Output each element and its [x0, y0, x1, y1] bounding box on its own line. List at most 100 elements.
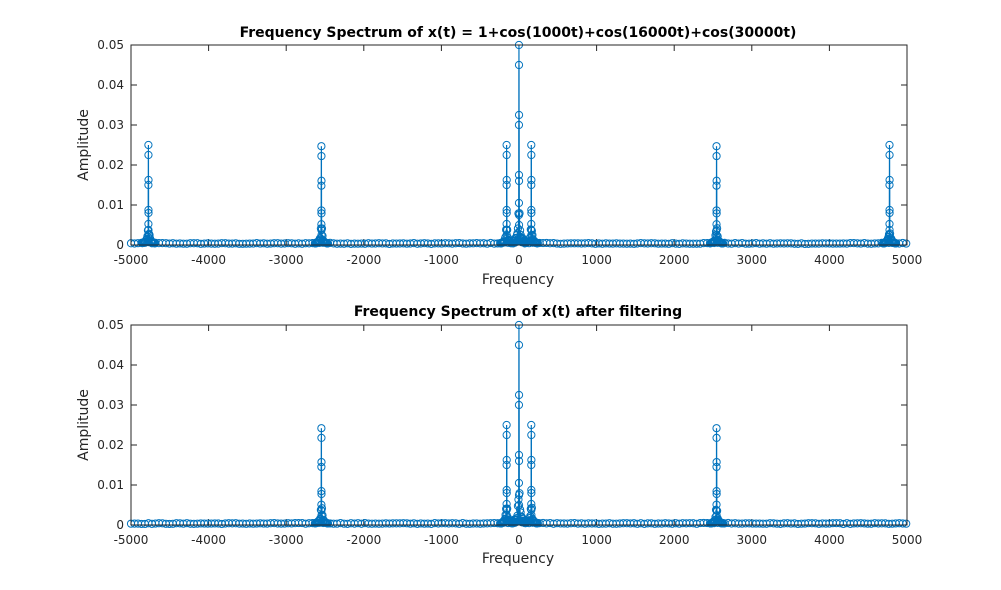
- stem-marker: [514, 120, 524, 130]
- stem-marker: [514, 495, 523, 504]
- stem-marker: [527, 208, 536, 218]
- stem-marker: [885, 208, 894, 218]
- stem-marker: [712, 209, 721, 218]
- stem-marker: [711, 505, 721, 514]
- stem-marker: [712, 511, 721, 520]
- stem-marker: [514, 198, 524, 208]
- stem-marker: [317, 181, 326, 190]
- stem-marker: [516, 508, 525, 517]
- stem-marker: [712, 500, 721, 509]
- axes-box: [130, 44, 908, 246]
- stem-marker: [317, 487, 326, 496]
- stem-marker: [514, 220, 524, 230]
- stem-marker: [317, 424, 326, 433]
- stem-marker: [712, 142, 721, 151]
- x-tick-label: 5000: [892, 253, 923, 267]
- stem-marker: [514, 176, 524, 186]
- stem-marker: [514, 60, 524, 70]
- stem-marker: [317, 142, 326, 151]
- stem-marker: [317, 462, 326, 472]
- stem-marker: [527, 430, 536, 440]
- stem-marker: [317, 226, 326, 235]
- stem-marker: [502, 488, 511, 498]
- y-axis-label: Amplitude: [76, 109, 92, 181]
- x-tick-label: 0: [515, 253, 523, 267]
- stem-marker: [514, 110, 524, 120]
- stem-marker: [514, 390, 524, 400]
- x-tick-label: 5000: [892, 533, 923, 547]
- x-tick-label: 2000: [659, 253, 690, 267]
- stem-marker: [898, 519, 907, 528]
- x-tick-label: 0: [515, 533, 523, 547]
- stem-marker: [718, 239, 728, 248]
- plot-title: Frequency Spectrum of x(t) = 1+cos(1000t…: [240, 25, 797, 41]
- stem-marker: [712, 457, 721, 467]
- y-tick-label: 0: [116, 238, 124, 252]
- stem-marker: [144, 205, 153, 215]
- x-tick-label: 2000: [659, 533, 690, 547]
- stem-marker: [527, 150, 536, 160]
- stem-marker: [502, 430, 511, 440]
- stem-marker: [514, 170, 524, 180]
- x-tick-label: 1000: [581, 533, 612, 547]
- x-tick-label: -5000: [114, 533, 149, 547]
- stem-marker: [885, 205, 894, 215]
- y-tick-label: 0.01: [97, 478, 124, 492]
- stem-marker: [144, 140, 153, 150]
- y-tick-label: 0: [116, 518, 124, 532]
- x-tick-label: -2000: [346, 533, 381, 547]
- stem-marker: [712, 176, 721, 185]
- stem-marker: [712, 487, 721, 496]
- stem-marker: [317, 220, 326, 229]
- stem-marker: [527, 180, 536, 190]
- stem-marker: [144, 225, 153, 235]
- stem-marker: [502, 225, 511, 235]
- stem-marker: [317, 231, 326, 240]
- x-tick-label: 3000: [737, 533, 768, 547]
- stem-marker: [885, 175, 894, 185]
- stem-marker: [533, 519, 542, 528]
- stem-marker: [144, 175, 153, 185]
- stem-marker: [144, 219, 153, 229]
- stem-marker: [885, 180, 894, 190]
- stem-marker: [527, 175, 536, 185]
- stem-marker: [712, 226, 721, 235]
- stem-marker: [514, 450, 524, 460]
- stem-marker: [527, 230, 536, 240]
- stem-marker: [502, 230, 511, 240]
- stem-marker: [502, 505, 511, 515]
- plot-top: Frequency Spectrum of x(t) = 1+cos(1000t…: [76, 25, 922, 288]
- stem-marker: [317, 511, 326, 520]
- x-tick-label: -4000: [191, 253, 226, 267]
- stem-marker: [902, 239, 911, 248]
- stem-marker: [502, 140, 511, 150]
- x-tick-label: -3000: [269, 533, 304, 547]
- stem-marker: [317, 489, 326, 499]
- stem-marker: [718, 519, 728, 528]
- stem-marker: [527, 219, 536, 229]
- stem-marker: [533, 238, 542, 248]
- stem-marker: [144, 208, 153, 218]
- stem-marker: [527, 485, 536, 495]
- stem-marker: [712, 181, 721, 190]
- stem-marker: [884, 230, 894, 239]
- stem-marker: [712, 462, 721, 472]
- stem-marker: [150, 239, 160, 248]
- stem-marker: [502, 208, 511, 218]
- stem-marker: [514, 210, 524, 220]
- stem-marker: [527, 205, 536, 215]
- stem-marker: [514, 478, 524, 488]
- stem-marker: [527, 499, 536, 509]
- stem-marker: [527, 505, 536, 515]
- stem-markers: [126, 40, 911, 249]
- stem-marker: [502, 219, 511, 229]
- stem-marker: [144, 180, 153, 190]
- stem-marker: [885, 225, 894, 235]
- stem-marker: [317, 500, 326, 509]
- stem-marker: [712, 206, 721, 215]
- stem-marker: [323, 239, 333, 248]
- plot-title: Frequency Spectrum of x(t) after filteri…: [354, 304, 682, 320]
- y-tick-label: 0.02: [97, 158, 124, 172]
- stem-marker: [502, 180, 511, 190]
